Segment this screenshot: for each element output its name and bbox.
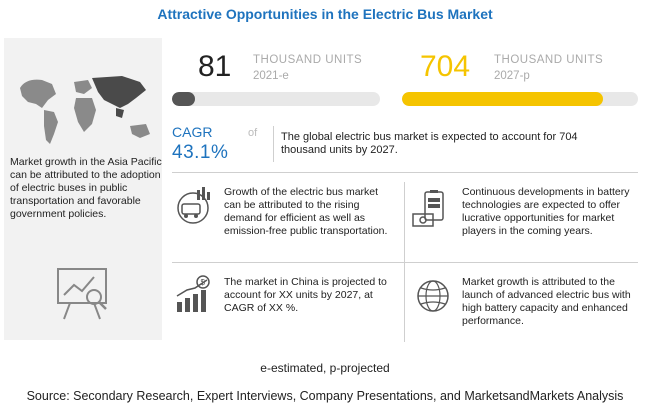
separator-middle (172, 262, 638, 263)
point-battery-text: Continuous developments in battery techn… (462, 186, 630, 237)
cagr-label: CAGR (172, 124, 213, 140)
metric-2021-year: 2021-e (253, 70, 289, 82)
battery-money-icon (412, 190, 444, 227)
globe-icon (417, 280, 449, 312)
cagr-value: 43.1% (172, 142, 229, 163)
metric-2027-unit: THOUSAND UNITS (494, 54, 604, 66)
metric-2021-bar-fill (172, 92, 195, 106)
metric-2021-value: 81 (198, 50, 232, 83)
cagr-of: of (248, 127, 258, 139)
cagr-description: The global electric bus market is expect… (281, 131, 578, 156)
world-map-icon (20, 76, 150, 144)
dollar-growth-icon: $ (176, 275, 210, 312)
left-panel: Market growth in the Asia Pacific can be… (4, 38, 162, 340)
metric-2027-value: 704 (420, 50, 471, 83)
metric-2027-bar (402, 92, 638, 106)
cagr-divider (273, 126, 274, 162)
page-title: Attractive Opportunities in the Electric… (157, 6, 493, 22)
source-note: Source: Secondary Research, Expert Inter… (26, 389, 624, 403)
point-demand-text: Growth of the electric bus market can be… (224, 186, 388, 237)
metric-2027-bar-fill (402, 92, 603, 106)
left-panel-text: Market growth in the Asia Pacific can be… (10, 156, 162, 220)
metric-2021-unit: THOUSAND UNITS (253, 54, 363, 66)
footnote: e-estimated, p-projected (260, 361, 390, 375)
metric-2021-bar (172, 92, 380, 106)
point-china-text: The market in China is projected to acco… (224, 276, 387, 314)
separator-top (172, 172, 638, 173)
presentation-board-icon (57, 268, 107, 320)
bus-chart-icon (177, 187, 210, 224)
separator-vertical (404, 182, 405, 342)
point-launch-text: Market growth is attributed to the launc… (462, 276, 631, 327)
metric-2027-year: 2027-p (494, 70, 530, 82)
